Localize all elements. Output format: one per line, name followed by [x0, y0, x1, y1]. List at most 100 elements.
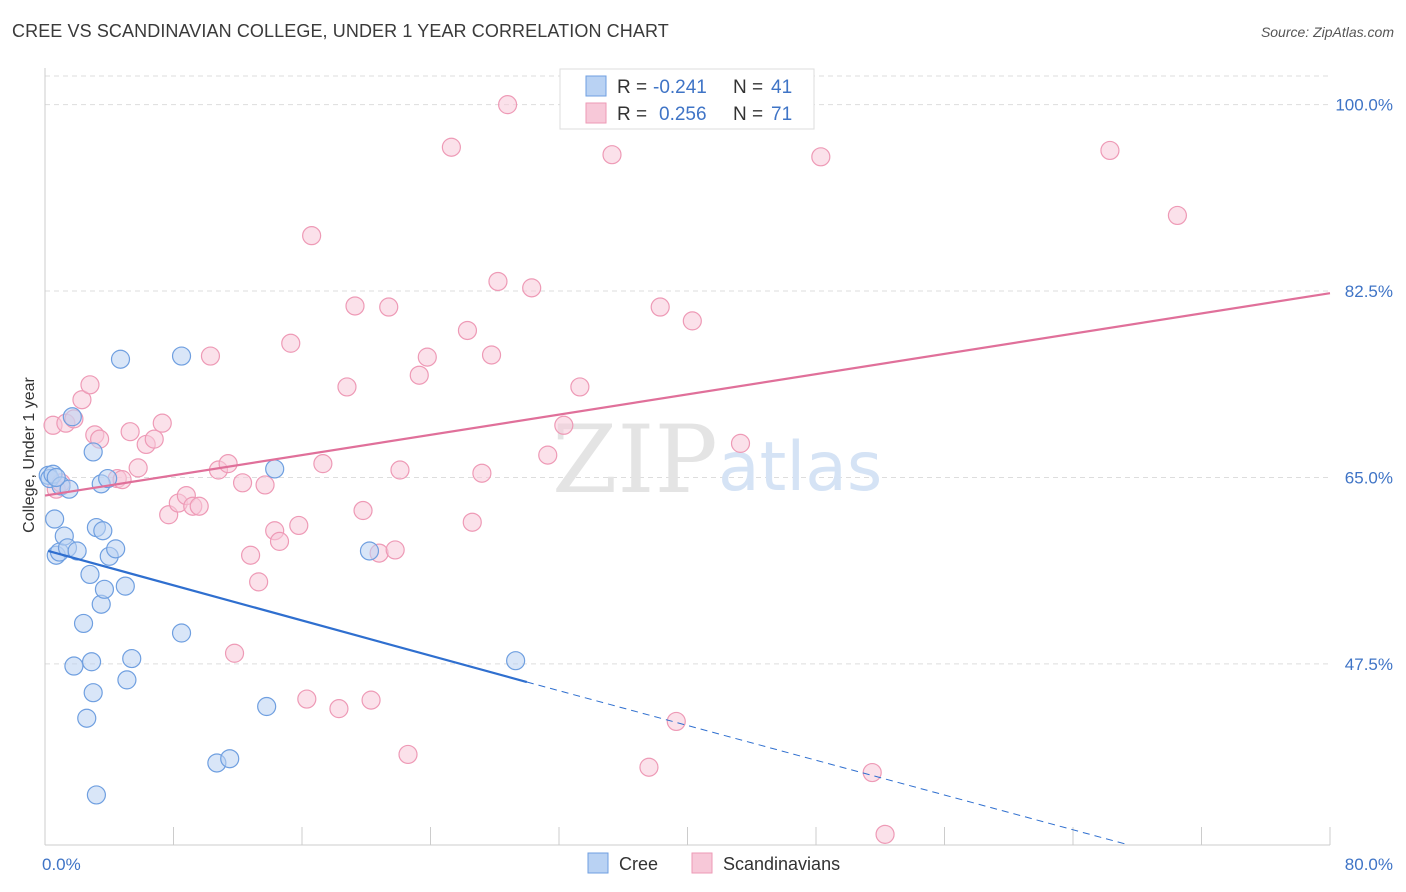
scand-point-28	[255, 475, 275, 495]
y-tick-label-0: 47.5%	[1345, 655, 1393, 674]
scand-point-26	[241, 545, 261, 565]
cree-point-11	[64, 656, 84, 676]
cree-point-37	[265, 459, 285, 479]
chart-title: CREE VS SCANDINAVIAN COLLEGE, UNDER 1 YE…	[12, 21, 669, 41]
legend-n-value-cree: 41	[771, 77, 792, 98]
legend-box: R = -0.241 N = 41 R = 0.256 N = 71	[559, 68, 815, 130]
legend-n-label-scand: N =	[733, 104, 763, 125]
scand-point-39	[353, 500, 373, 521]
y-tick-label-2: 82.5%	[1345, 282, 1393, 301]
cree-point-23	[93, 521, 113, 541]
bottom-legend: Cree Scandinavians	[587, 852, 840, 874]
cree-point-14	[77, 708, 97, 728]
scand-point-61	[650, 297, 670, 317]
scandinavians-points	[43, 92, 1188, 844]
scand-point-40	[361, 690, 381, 710]
scand-point-59	[602, 145, 622, 165]
legend-r-value-cree: -0.241	[653, 77, 707, 98]
cree-point-27	[106, 539, 126, 559]
legend-swatch-cree	[585, 75, 607, 97]
scand-point-33	[297, 689, 317, 709]
scand-point-50	[462, 512, 482, 532]
watermark-zip: ZIP	[552, 406, 718, 515]
cree-point-17	[83, 683, 103, 703]
axes	[44, 68, 1331, 846]
scand-point-12	[128, 458, 148, 478]
scand-point-68	[875, 824, 895, 844]
cree-point-19	[86, 785, 107, 805]
source-credit: Source: ZipAtlas.com	[1260, 24, 1394, 40]
scand-point-14	[144, 429, 164, 449]
y-tick-label-1: 65.0%	[1345, 468, 1393, 487]
scand-point-6	[80, 375, 100, 395]
scand-point-64	[730, 433, 751, 453]
scand-point-58	[570, 377, 590, 397]
cree-point-29	[117, 670, 137, 690]
scand-point-25	[232, 473, 253, 493]
scand-point-55	[522, 278, 542, 298]
cree-point-30	[115, 576, 135, 596]
legend-r-value-scand: 0.256	[659, 104, 707, 125]
cree-point-39	[506, 651, 526, 671]
bottom-legend-swatch-cree	[587, 852, 609, 874]
cree-point-18	[83, 442, 103, 462]
scand-point-34	[302, 226, 322, 246]
cree-point-10	[62, 407, 82, 427]
x-tick-labels: 0.0% 80.0%	[42, 855, 1393, 874]
scand-point-57	[554, 415, 574, 435]
cree-point-32	[171, 623, 192, 643]
watermark: ZIP atlas	[552, 406, 882, 515]
scand-point-32	[289, 515, 309, 536]
cree-trend-line	[47, 549, 528, 684]
scand-point-37	[337, 377, 357, 397]
cree-point-25	[98, 468, 118, 489]
cree-point-3	[45, 509, 65, 529]
scand-point-42	[379, 297, 399, 317]
scand-point-21	[200, 346, 221, 366]
cree-point-16	[81, 652, 102, 672]
cree-points	[38, 346, 526, 805]
cree-point-31	[122, 648, 142, 669]
scand-point-52	[481, 345, 502, 365]
scand-point-27	[249, 572, 269, 592]
legend-swatch-scand	[585, 102, 607, 124]
scand-point-5	[72, 390, 92, 410]
cree-point-13	[73, 613, 94, 634]
y-tick-labels: 47.5% 65.0% 82.5% 100.0%	[1335, 96, 1393, 674]
legend-n-label-cree: N =	[733, 77, 763, 98]
legend-n-value-scand: 71	[771, 104, 792, 125]
cree-trend-extension	[526, 681, 1130, 846]
scand-point-15	[152, 413, 172, 433]
cree-point-35	[220, 749, 240, 769]
scand-point-36	[329, 699, 349, 719]
scand-point-35	[313, 454, 333, 474]
scand-point-69	[1100, 140, 1120, 161]
scand-point-56	[538, 445, 558, 465]
cree-point-15	[80, 564, 100, 585]
cree-point-24	[94, 579, 115, 599]
scand-point-48	[441, 137, 461, 157]
scand-point-24	[224, 643, 245, 663]
scand-point-45	[398, 744, 418, 765]
x-tick-label-1: 80.0%	[1345, 855, 1393, 874]
y-tick-label-3: 100.0%	[1335, 96, 1393, 115]
legend-r-label-cree: R =	[617, 77, 647, 98]
scand-point-44	[390, 460, 410, 480]
scand-point-66	[811, 147, 831, 167]
legend-r-label-scand: R =	[617, 104, 647, 125]
y-axis-label: College, Under 1 year	[21, 377, 38, 533]
scand-point-54	[498, 95, 518, 115]
scand-point-46	[409, 365, 429, 385]
scand-point-63	[682, 311, 702, 331]
scand-point-51	[472, 463, 492, 483]
grid-lines	[45, 75, 1330, 665]
bottom-legend-swatch-scand	[691, 852, 713, 874]
scand-point-30	[269, 531, 290, 551]
cree-point-33	[171, 346, 192, 366]
scand-point-31	[281, 333, 301, 353]
scand-point-70	[1167, 205, 1188, 226]
scand-point-67	[862, 762, 882, 783]
cree-point-36	[257, 696, 277, 717]
cree-point-9	[59, 479, 79, 499]
